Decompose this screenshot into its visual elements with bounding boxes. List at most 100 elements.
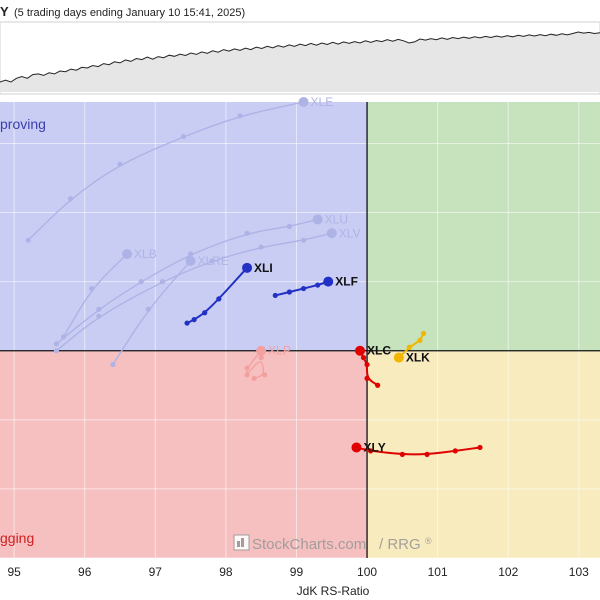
tail-head-point: [256, 345, 267, 356]
tail-point: [406, 344, 413, 350]
tail-head-point: [242, 262, 253, 273]
chart-header: Y (5 trading days ending January 10 15:4…: [0, 4, 245, 19]
tail-head-point: [355, 345, 365, 356]
tail-line: [27, 101, 304, 241]
tail-line: [56, 218, 318, 345]
tail-point: [180, 133, 187, 140]
logo-bar-2: [241, 538, 244, 547]
tail-label: XLE: [311, 95, 334, 109]
tail-label: XLRE: [198, 254, 229, 268]
tail-point: [53, 348, 60, 354]
tail-xlf[interactable]: XLF: [272, 275, 358, 299]
tail-xlre[interactable]: XLRE: [110, 254, 229, 368]
tail-label: XLI: [254, 261, 273, 275]
tail-point: [477, 444, 483, 451]
quadrant-label-improving: proving: [0, 116, 46, 132]
mini-price-chart: [0, 21, 600, 95]
tail-xlb[interactable]: XLB: [60, 247, 157, 340]
tail-point: [53, 341, 60, 347]
tail-point: [360, 355, 367, 361]
tail-label: XLU: [325, 212, 348, 226]
tail-point: [375, 382, 381, 388]
tail-xlu[interactable]: XLU: [53, 212, 348, 347]
mini-chart-line: [0, 31, 600, 83]
x-axis-ticks: 95 96 97 98 99 100 101 102 103: [7, 565, 589, 579]
tail-xlk[interactable]: XLK: [393, 330, 430, 365]
watermark-registered: ®: [425, 536, 432, 546]
quadrant-backgrounds: [0, 102, 600, 558]
x-tick-label: 96: [78, 565, 92, 579]
tail-point: [315, 282, 321, 288]
tail-point: [272, 292, 278, 299]
x-tick-label: 97: [149, 565, 163, 579]
tail-point: [286, 223, 293, 229]
tail-label: XLK: [406, 351, 430, 365]
tail-xlc[interactable]: XLC: [355, 344, 391, 388]
watermark-suffix: / RRG: [379, 536, 421, 553]
tail-line: [112, 260, 192, 365]
tail-point: [187, 251, 194, 257]
tail-point: [420, 330, 427, 337]
tail-point: [184, 320, 190, 326]
chart-title-fragment: Y: [0, 4, 9, 19]
tail-label: XLF: [335, 275, 358, 289]
x-tick-label: 95: [7, 565, 21, 579]
x-tick-label: 103: [569, 565, 589, 579]
x-tick-label: 98: [219, 565, 233, 579]
tail-point: [244, 365, 250, 371]
tail-point: [89, 285, 95, 292]
tail-point: [452, 448, 458, 454]
quadrant-lagging: [0, 350, 368, 558]
x-tick-label: 99: [290, 565, 304, 579]
center-axes: [0, 102, 600, 558]
tail-point: [209, 258, 215, 264]
tail-point: [138, 279, 144, 285]
tail-point: [417, 337, 423, 343]
tail-point: [364, 375, 370, 381]
tail-label: XLV: [339, 226, 361, 240]
tail-label: XLB: [134, 247, 157, 261]
chart-subtitle: (5 trading days ending January 10 15:41,…: [14, 7, 245, 19]
tail-point: [145, 306, 151, 312]
mini-chart-area: [0, 32, 600, 92]
tail-point: [258, 244, 264, 250]
tail-xli[interactable]: XLI: [184, 261, 273, 326]
tail-point: [367, 448, 374, 454]
tail-head-point: [312, 214, 323, 225]
tail-head-point: [351, 442, 362, 453]
tail-label: XLP: [268, 344, 291, 358]
tail-point: [96, 306, 102, 312]
tail-line: [56, 232, 332, 352]
tail-xlp[interactable]: XLP: [244, 344, 291, 381]
tail-point: [286, 289, 293, 295]
tail-point: [159, 279, 165, 285]
quadrant-improving: [0, 102, 368, 351]
tail-head-point: [326, 228, 337, 239]
x-tick-label: 100: [357, 565, 377, 579]
logo-bar-1: [237, 541, 240, 547]
tail-point: [202, 310, 208, 316]
tail-point: [110, 361, 116, 368]
tail-point: [191, 317, 197, 323]
tail-xlv[interactable]: XLV: [53, 226, 361, 354]
tail-head-point: [122, 249, 133, 259]
tail-point: [300, 237, 307, 243]
tail-point: [67, 196, 74, 202]
tail-head-point: [185, 255, 196, 266]
x-tick-label: 102: [498, 565, 518, 579]
tail-point: [96, 313, 102, 319]
tail-label: XLY: [363, 440, 385, 454]
tail-xle[interactable]: XLE: [25, 95, 334, 243]
tail-line: [62, 253, 128, 338]
quadrant-label-lagging: gging: [0, 530, 34, 546]
tail-point: [251, 375, 257, 381]
x-axis-label: JdK RS-Ratio: [297, 584, 370, 598]
quadrant-labels: proving gging: [0, 116, 46, 546]
tail-point: [25, 237, 31, 243]
tail-xly[interactable]: XLY: [351, 440, 483, 457]
watermark-brand: StockCharts.com: [252, 536, 366, 553]
tail-point: [244, 372, 250, 378]
tail-head-point: [298, 97, 309, 107]
